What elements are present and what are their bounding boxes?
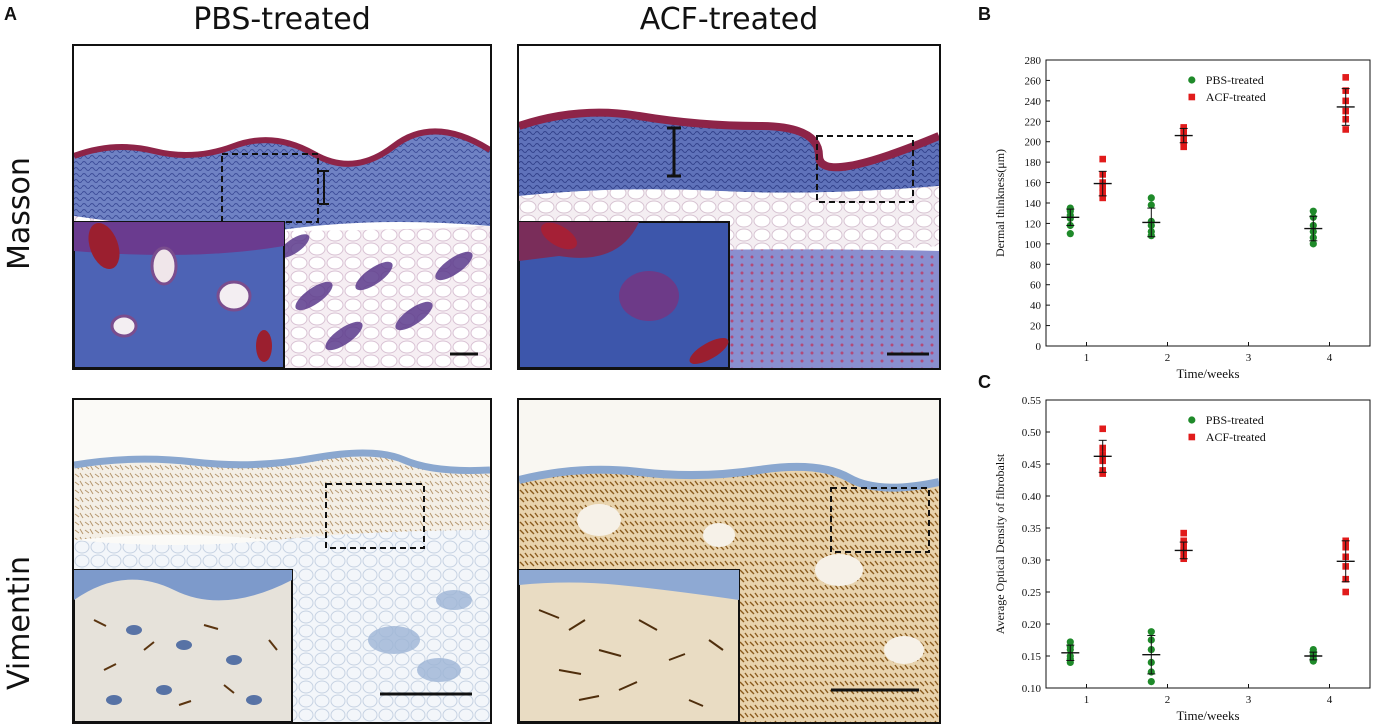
data-point (1147, 194, 1155, 202)
y-tick-label: 0.30 (1022, 555, 1042, 567)
y-tick-label: 0 (1036, 341, 1042, 353)
vimentin-pbs-micrograph (72, 398, 492, 724)
data-point (1309, 646, 1317, 654)
x-tick-label: 2 (1165, 352, 1171, 364)
data-point (1180, 537, 1187, 545)
x-tick-label: 3 (1246, 352, 1252, 364)
legend-marker (1188, 416, 1196, 424)
y-tick-label: 240 (1025, 96, 1042, 108)
column-title-acf: ACF-treated (639, 2, 819, 37)
masson-acf-micrograph (517, 44, 941, 370)
data-point (1309, 207, 1317, 215)
data-point (1309, 240, 1317, 248)
y-tick-label: 200 (1025, 137, 1042, 149)
y-tick-label: 0.35 (1022, 523, 1042, 535)
data-point (1342, 74, 1349, 81)
data-point (1099, 194, 1106, 202)
y-tick-label: 0.20 (1022, 619, 1042, 631)
data-point (1180, 143, 1187, 151)
plot-frame (1045, 399, 1371, 689)
y-tick-label: 0.40 (1022, 491, 1042, 503)
legend-label: ACF-treated (1206, 430, 1266, 444)
data-point (1099, 425, 1106, 433)
column-title-pbs: PBS-treated (193, 2, 371, 37)
x-axis-label: Time/weeks (1176, 708, 1239, 723)
data-point (1342, 588, 1349, 596)
x-tick-label: 1 (1084, 352, 1090, 364)
data-point (1099, 155, 1106, 163)
data-point (1147, 201, 1155, 209)
optical-density-chart: 0.10 0.15 0.20 0.25 0.30 0.35 0.40 0.45 0.50 0.55… (993, 395, 1371, 723)
x-tick-label: 3 (1246, 694, 1252, 706)
legend-marker (1188, 93, 1196, 101)
row-title-vimentin: Vimentin (2, 555, 37, 690)
y-tick-label: 120 (1025, 218, 1042, 230)
data-point (1066, 204, 1074, 212)
y-tick-label: 40 (1030, 300, 1042, 312)
y-tick-label: 100 (1025, 239, 1042, 251)
x-tick-label: 2 (1165, 694, 1171, 706)
y-tick-label: 140 (1025, 198, 1042, 210)
y-tick-label: 80 (1030, 259, 1042, 271)
x-tick-label: 4 (1327, 352, 1333, 364)
panel-label-b: B (978, 4, 991, 24)
masson-pbs-micrograph (72, 44, 492, 370)
y-tick-label: 220 (1025, 116, 1042, 128)
dermal-thickness-chart: 0 20 40 60 80 100 120 140 160 180 200 220 240 260 280 1… (993, 55, 1371, 381)
data-point (1147, 678, 1155, 686)
y-tick-label: 160 (1025, 178, 1042, 190)
data-point (1342, 126, 1349, 133)
y-tick-label: 0.15 (1022, 651, 1042, 663)
legend-label: PBS-treated (1206, 73, 1264, 87)
y-tick-label: 0.25 (1022, 587, 1042, 599)
legend-label: PBS-treated (1206, 413, 1264, 427)
data-point (1147, 628, 1155, 636)
y-tick-label: 180 (1025, 157, 1042, 169)
data-point (1180, 529, 1187, 537)
data-point (1066, 230, 1074, 238)
y-axis-label: Dermal thinkness(μm) (993, 149, 1007, 257)
x-tick-label: 1 (1084, 694, 1090, 706)
x-axis-label: Time/weeks (1176, 366, 1239, 381)
data-point (1180, 124, 1187, 131)
y-tick-label: 0.55 (1022, 395, 1042, 407)
y-tick-label: 280 (1025, 55, 1042, 67)
legend-label: ACF-treated (1206, 90, 1266, 104)
y-tick-label: 20 (1030, 321, 1042, 333)
panel-label-a: A (4, 4, 17, 24)
legend-marker (1188, 433, 1196, 441)
panel-label-c: C (978, 372, 991, 392)
data-point (1066, 638, 1074, 646)
y-axis-label: Average Optical Density of fibrobalst (993, 453, 1007, 634)
y-tick-label: 0.10 (1022, 683, 1042, 695)
vimentin-acf-micrograph (517, 398, 941, 724)
y-tick-label: 0.45 (1022, 459, 1042, 471)
y-tick-label: 0.50 (1022, 427, 1042, 439)
y-tick-label: 260 (1025, 75, 1042, 87)
y-tick-label: 60 (1030, 280, 1042, 292)
row-title-masson: Masson (2, 157, 37, 270)
x-tick-label: 4 (1327, 694, 1333, 706)
legend-marker (1188, 76, 1196, 84)
